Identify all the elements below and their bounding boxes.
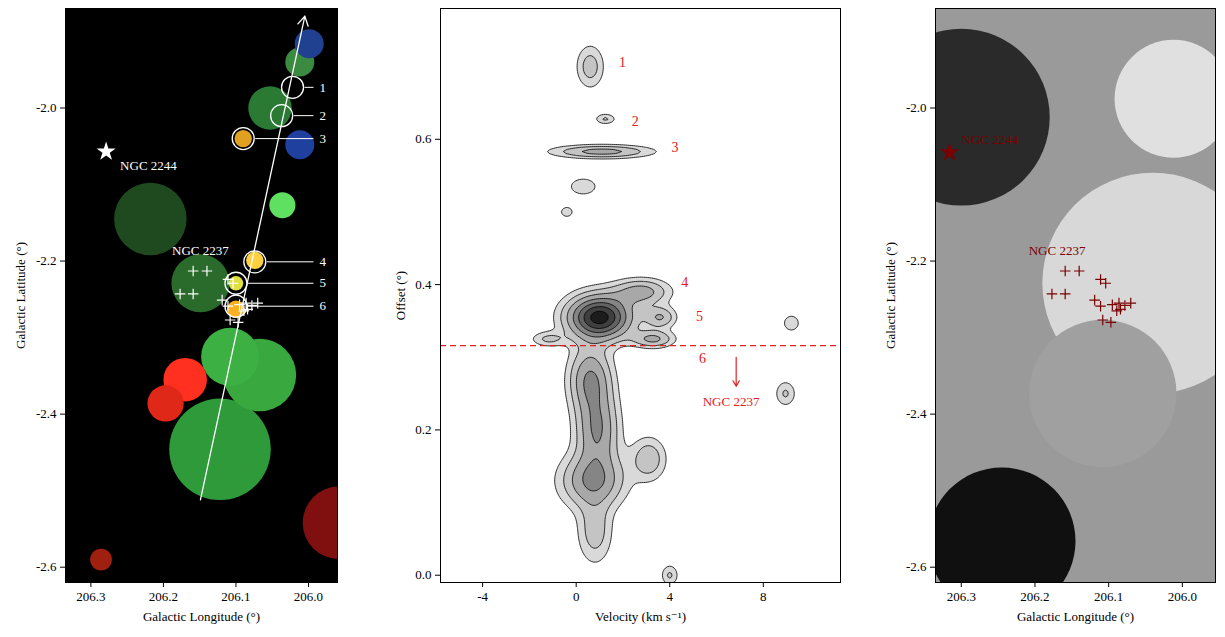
svg-text:4: 4 [681,275,688,290]
svg-text:5: 5 [320,275,327,290]
svg-text:Galactic Latitude (°): Galactic Latitude (°) [883,242,898,349]
svg-text:2: 2 [320,108,327,123]
svg-text:-4: -4 [477,589,488,604]
svg-text:1: 1 [320,79,327,94]
svg-text:-2.6: -2.6 [36,559,57,574]
svg-text:1: 1 [619,55,626,70]
svg-text:0.2: 0.2 [415,422,431,437]
svg-text:206.0: 206.0 [1168,589,1197,604]
svg-text:NGC 2237: NGC 2237 [1029,243,1086,258]
svg-text:NGC 2237: NGC 2237 [703,394,760,409]
svg-text:Galactic Latitude (°): Galactic Latitude (°) [13,242,28,349]
svg-text:NGC 2237: NGC 2237 [172,243,229,258]
svg-text:206.0: 206.0 [294,589,323,604]
svg-text:0.4: 0.4 [415,277,432,292]
svg-text:2: 2 [632,114,639,129]
svg-text:3: 3 [671,140,678,155]
svg-text:Galactic Longitude (°): Galactic Longitude (°) [143,609,260,624]
svg-text:-2.0: -2.0 [36,100,57,115]
svg-text:6: 6 [320,298,327,313]
svg-text:206.1: 206.1 [221,589,250,604]
svg-text:6: 6 [699,351,706,366]
svg-text:NGC 2244: NGC 2244 [120,158,177,173]
svg-text:-2.2: -2.2 [906,253,927,268]
svg-text:4: 4 [666,589,673,604]
svg-text:0.0: 0.0 [415,567,431,582]
svg-text:206.2: 206.2 [149,589,178,604]
svg-text:206.1: 206.1 [1094,589,1123,604]
svg-text:NGC 2244: NGC 2244 [962,132,1019,147]
svg-text:206.2: 206.2 [1020,589,1049,604]
svg-text:-2.4: -2.4 [906,406,927,421]
svg-text:3: 3 [320,131,327,146]
svg-text:-2.4: -2.4 [36,406,57,421]
svg-text:Galactic Longitude (°): Galactic Longitude (°) [1017,609,1134,624]
svg-text:-2.0: -2.0 [906,100,927,115]
svg-text:5: 5 [696,309,703,324]
svg-text:0.6: 0.6 [415,131,432,146]
svg-text:0: 0 [573,589,580,604]
svg-text:-2.2: -2.2 [36,253,57,268]
svg-text:Offset (°): Offset (°) [393,271,408,320]
svg-text:206.3: 206.3 [76,589,105,604]
svg-text:-2.6: -2.6 [906,559,927,574]
svg-text:8: 8 [760,589,767,604]
svg-text:4: 4 [320,254,327,269]
svg-text:206.3: 206.3 [947,589,976,604]
svg-text:Velocity (km s⁻¹): Velocity (km s⁻¹) [595,609,686,624]
